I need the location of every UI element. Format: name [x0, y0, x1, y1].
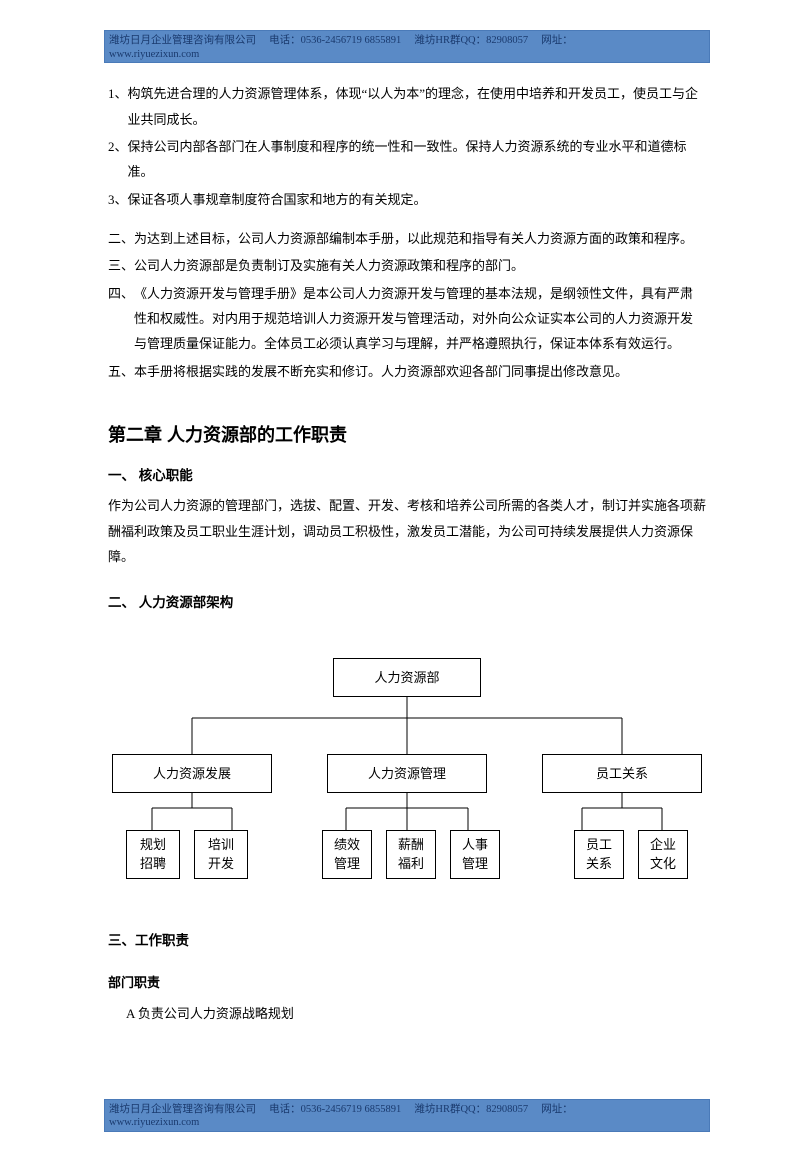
list-text: 公司人力资源部是负责制订及实施有关人力资源政策和程序的部门。 — [134, 253, 706, 278]
list-text: 保证各项人事规章制度符合国家和地方的有关规定。 — [128, 187, 706, 212]
header-phone: 0536-2456719 6855891 — [301, 35, 402, 46]
list-text: 本手册将根据实践的发展不断充实和修订。人力资源部欢迎各部门同事提出修改意见。 — [134, 359, 706, 384]
list-num: 三、 — [108, 253, 134, 278]
footer-qq: 82908057 — [486, 1104, 528, 1115]
header-bar: 潍坊日月企业管理咨询有限公司 电话：0536-2456719 6855891 潍… — [104, 30, 710, 63]
header-phone-label: 电话： — [269, 35, 301, 46]
section-title-1: 一、 核心职能 — [108, 463, 706, 489]
list-item: 1、 构筑先进合理的人力资源管理体系，体现“以人为本”的理念，在使用中培养和开发… — [108, 81, 706, 132]
footer-phone-label: 电话： — [269, 1104, 301, 1115]
list-num: 2、 — [108, 134, 128, 185]
numbered-list-2: 二、 为达到上述目标，公司人力资源部编制本手册，以此规范和指导有关人力资源方面的… — [108, 226, 706, 384]
chapter-title: 第二章 人力资源部的工作职责 — [108, 418, 706, 453]
org-leaf-2-1: 绩效管理 — [322, 830, 372, 879]
numbered-list-1: 1、 构筑先进合理的人力资源管理体系，体现“以人为本”的理念，在使用中培养和开发… — [108, 81, 706, 212]
org-leaf-3-2: 企业文化 — [638, 830, 688, 879]
footer-company: 潍坊日月企业管理咨询有限公司 — [109, 1104, 256, 1115]
list-text: 为达到上述目标，公司人力资源部编制本手册，以此规范和指导有关人力资源方面的政策和… — [134, 226, 706, 251]
header-qq-label: 潍坊HR群QQ： — [414, 35, 486, 46]
page: 潍坊日月企业管理咨询有限公司 电话：0536-2456719 6855891 潍… — [0, 30, 800, 1162]
list-num: 3、 — [108, 187, 128, 212]
list-item: 三、 公司人力资源部是负责制订及实施有关人力资源政策和程序的部门。 — [108, 253, 706, 278]
list-item: 四、 《人力资源开发与管理手册》是本公司人力资源开发与管理的基本法规，是纲领性文… — [108, 281, 706, 357]
header-url: www.riyuezixun.com — [109, 49, 199, 60]
org-leaf-1-2: 培训开发 — [194, 830, 248, 879]
list-num: 四、 — [108, 281, 134, 357]
footer-url: www.riyuezixun.com — [109, 1117, 199, 1128]
list-item: 二、 为达到上述目标，公司人力资源部编制本手册，以此规范和指导有关人力资源方面的… — [108, 226, 706, 251]
org-chart: 人力资源部 人力资源发展 人力资源管理 员工关系 规划招聘 培训开发 — [108, 658, 706, 898]
header-url-label: 网址： — [541, 35, 573, 46]
org-leaf-2-3: 人事管理 — [450, 830, 500, 879]
content: 1、 构筑先进合理的人力资源管理体系，体现“以人为本”的理念，在使用中培养和开发… — [0, 63, 800, 1027]
list-num: 1、 — [108, 81, 128, 132]
sub-heading-dept: 部门职责 — [108, 970, 706, 995]
section-title-2: 二、 人力资源部架构 — [108, 590, 706, 616]
footer-qq-label: 潍坊HR群QQ： — [414, 1104, 486, 1115]
list-text: 保持公司内部各部门在人事制度和程序的统一性和一致性。保持人力资源系统的专业水平和… — [128, 134, 706, 185]
footer-phone: 0536-2456719 6855891 — [301, 1104, 402, 1115]
list-item: 2、 保持公司内部各部门在人事制度和程序的统一性和一致性。保持人力资源系统的专业… — [108, 134, 706, 185]
org-mid-1: 人力资源发展 — [112, 754, 272, 793]
list-item: 五、 本手册将根据实践的发展不断充实和修订。人力资源部欢迎各部门同事提出修改意见… — [108, 359, 706, 384]
org-leaf-2-2: 薪酬福利 — [386, 830, 436, 879]
list-item: 3、 保证各项人事规章制度符合国家和地方的有关规定。 — [108, 187, 706, 212]
footer-url-label: 网址： — [541, 1104, 573, 1115]
footer-bar: 潍坊日月企业管理咨询有限公司 电话：0536-2456719 6855891 潍… — [104, 1099, 710, 1132]
list-num: 二、 — [108, 226, 134, 251]
list-text: 构筑先进合理的人力资源管理体系，体现“以人为本”的理念，在使用中培养和开发员工，… — [128, 81, 706, 132]
org-leaf-1-1: 规划招聘 — [126, 830, 180, 879]
org-leaf-3-1: 员工关系 — [574, 830, 624, 879]
org-mid-3: 员工关系 — [542, 754, 702, 793]
list-num: 五、 — [108, 359, 134, 384]
section-title-3: 三、工作职责 — [108, 928, 706, 954]
header-company: 潍坊日月企业管理咨询有限公司 — [109, 35, 256, 46]
dept-item-a: A 负责公司人力资源战略规划 — [126, 1001, 706, 1026]
org-root: 人力资源部 — [333, 658, 481, 697]
section-1-body: 作为公司人力资源的管理部门，选拔、配置、开发、考核和培养公司所需的各类人才，制订… — [108, 493, 706, 569]
list-text: 《人力资源开发与管理手册》是本公司人力资源开发与管理的基本法规，是纲领性文件，具… — [134, 281, 706, 357]
org-mid-2: 人力资源管理 — [327, 754, 487, 793]
header-qq: 82908057 — [486, 35, 528, 46]
